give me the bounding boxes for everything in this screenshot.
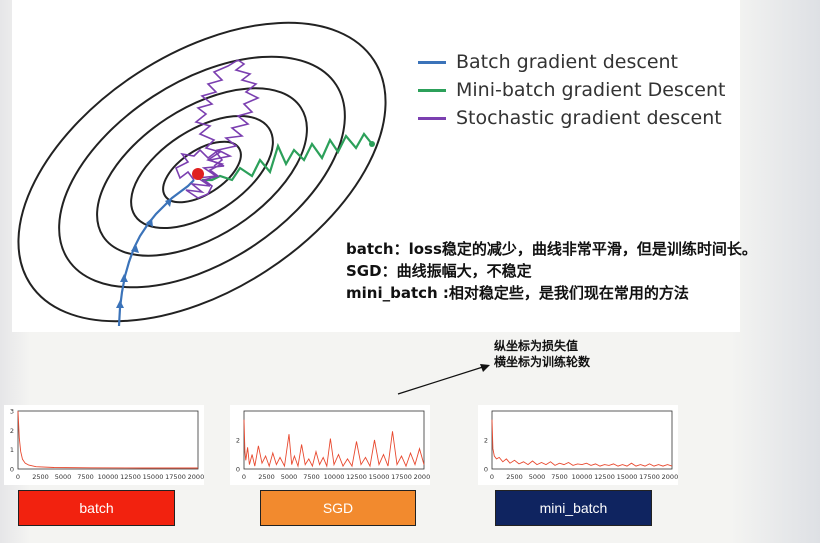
x-tick-label: 15000: [143, 473, 164, 481]
legend-item-batch: Batch gradient descent: [418, 48, 725, 76]
contour-ellipse: [17, 21, 387, 323]
contour-ellipse: [130, 114, 274, 230]
y-tick-label: 0: [484, 466, 488, 474]
note-batch: batch：loss稳定的减少，曲线非常平滑，但是训练时间长。: [346, 240, 757, 258]
path-arrow: [131, 244, 139, 253]
x-tick-label: 7500: [303, 473, 320, 481]
loss-series-line: [243, 419, 425, 468]
contour-panel: [12, 0, 740, 332]
x-tick-label: 5000: [55, 473, 72, 481]
x-tick-label: 2500: [506, 473, 523, 481]
loss-series-line: [17, 410, 198, 469]
batch-path: [117, 179, 195, 327]
x-tick-label: 0: [490, 473, 494, 481]
y-tick-label: 2: [484, 437, 488, 445]
path-arrow: [165, 198, 172, 207]
sgd-label-box: SGD: [260, 490, 416, 526]
axis-note: 纵坐标为损失值 横坐标为训练轮数: [494, 338, 590, 370]
mini-batch-label-box: mini_batch: [495, 490, 652, 526]
y-tick-label: 0: [10, 466, 14, 474]
x-tick-label: 5000: [529, 473, 546, 481]
x-tick-label: 7500: [551, 473, 568, 481]
x-tick-label: 0: [16, 473, 20, 481]
comparison-notes: batch：loss稳定的减少，曲线非常平滑，但是训练时间长。 SGD：曲线振幅…: [346, 238, 757, 304]
minimum-point: [192, 168, 204, 180]
box-label: batch: [79, 500, 114, 516]
legend-swatch-stochastic: [418, 116, 446, 120]
axis-note-y: 纵坐标为损失值: [494, 339, 579, 353]
axis-note-x: 横坐标为训练轮数: [494, 355, 591, 369]
legend-item-stochastic: Stochastic gradient descent: [418, 104, 725, 132]
legend-label: Mini-batch gradient Descent: [456, 79, 726, 101]
legend: Batch gradient descent Mini-batch gradie…: [418, 48, 725, 132]
note-mini-batch: mini_batch :相对稳定些，是我们现在常用的方法: [346, 284, 689, 302]
x-tick-label: 0: [242, 473, 246, 481]
y-tick-label: 1: [10, 446, 14, 454]
sgd-path-lower: [174, 148, 224, 181]
y-tick-label: 0: [236, 466, 240, 474]
x-tick-label: 12500: [594, 473, 615, 481]
x-tick-label: 2500: [258, 473, 275, 481]
batch-path-arrows: [116, 198, 172, 308]
x-tick-label: 17500: [391, 473, 412, 481]
y-tick-label: 2: [10, 427, 14, 435]
batch-label-box: batch: [18, 490, 175, 526]
ellipse-group: [17, 21, 387, 323]
legend-label: Batch gradient descent: [456, 51, 679, 73]
y-tick-label: 3: [10, 408, 14, 416]
legend-label: Stochastic gradient descent: [456, 107, 722, 129]
contour-ellipse: [162, 140, 242, 204]
x-tick-label: 12500: [120, 473, 141, 481]
legend-swatch-batch: [418, 60, 446, 64]
x-tick-label: 10000: [324, 473, 345, 481]
path-arrow: [120, 274, 128, 282]
legend-item-mini-batch: Mini-batch gradient Descent: [418, 76, 725, 104]
contour-diagram: [17, 21, 387, 327]
y-tick-label: 2: [236, 437, 240, 445]
plot-frame: [243, 410, 425, 470]
path-arrow: [116, 300, 124, 308]
x-tick-label: 2500: [32, 473, 49, 481]
plot-frame: [491, 410, 673, 470]
path-arrow: [146, 218, 153, 227]
mini-batch-start: [369, 141, 375, 147]
contour-ellipse: [96, 87, 308, 257]
plot-frame: [17, 410, 199, 470]
x-tick-label: 10000: [98, 473, 119, 481]
x-tick-label: 12500: [346, 473, 367, 481]
x-tick-label: 17500: [639, 473, 660, 481]
x-tick-label: 7500: [77, 473, 94, 481]
contour-ellipse: [58, 55, 346, 289]
x-tick-label: 15000: [369, 473, 390, 481]
mini-batch-path: [202, 132, 373, 182]
box-label: mini_batch: [539, 500, 608, 516]
x-tick-label: 10000: [572, 473, 593, 481]
x-tick-label: 15000: [617, 473, 638, 481]
pointer-arrow: [397, 364, 490, 395]
x-tick-label: 5000: [281, 473, 298, 481]
x-tick-label: 17500: [165, 473, 186, 481]
legend-swatch-mini-batch: [418, 88, 446, 92]
sgd-path: [185, 59, 260, 199]
note-sgd: SGD：曲线振幅大，不稳定: [346, 262, 532, 280]
loss-series-line: [491, 419, 673, 467]
box-label: SGD: [322, 500, 354, 516]
